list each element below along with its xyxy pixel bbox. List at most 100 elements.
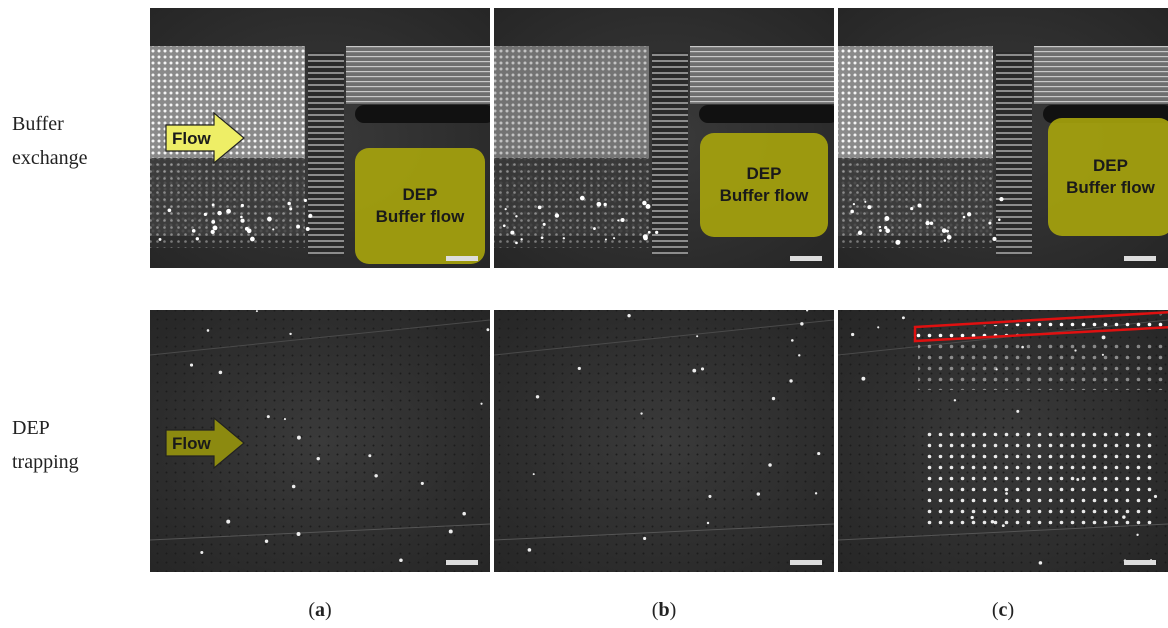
particle bbox=[533, 473, 535, 475]
particle bbox=[895, 240, 900, 245]
particle bbox=[858, 231, 862, 235]
particle bbox=[917, 203, 921, 207]
particle bbox=[204, 213, 207, 216]
particle bbox=[791, 339, 794, 342]
caption: (a) bbox=[308, 599, 331, 621]
particle bbox=[902, 316, 905, 319]
particle bbox=[815, 492, 817, 494]
channels bbox=[652, 52, 688, 257]
particle bbox=[621, 218, 625, 222]
particle bbox=[861, 377, 865, 381]
trapped-cells bbox=[926, 430, 1156, 530]
particle bbox=[297, 436, 301, 440]
particle bbox=[449, 529, 453, 533]
dep-label: Buffer flow bbox=[376, 207, 466, 226]
channels bbox=[996, 52, 1032, 257]
particle bbox=[304, 199, 307, 202]
particle bbox=[240, 216, 243, 219]
particle bbox=[538, 206, 542, 210]
channels bbox=[308, 52, 344, 257]
particle bbox=[617, 219, 619, 221]
particle bbox=[967, 212, 971, 216]
particle bbox=[368, 454, 371, 457]
particle bbox=[944, 239, 947, 242]
particle bbox=[292, 485, 296, 489]
particle bbox=[1016, 410, 1019, 413]
particle bbox=[768, 463, 772, 467]
particle bbox=[284, 418, 286, 420]
slot bbox=[355, 105, 495, 123]
particle bbox=[867, 205, 871, 209]
micrograph bbox=[494, 309, 834, 572]
streaks bbox=[690, 46, 834, 104]
dep-label: DEP bbox=[1093, 156, 1128, 175]
scale-bar bbox=[1124, 560, 1156, 565]
particle bbox=[648, 231, 651, 234]
particle bbox=[800, 322, 803, 325]
particle bbox=[520, 238, 522, 240]
particle bbox=[374, 474, 377, 477]
particle bbox=[217, 211, 222, 216]
particle bbox=[211, 230, 215, 234]
particle bbox=[640, 412, 642, 414]
micrograph bbox=[838, 310, 1168, 572]
particle bbox=[578, 367, 581, 370]
row-label: trapping bbox=[12, 451, 79, 473]
particle bbox=[988, 222, 991, 225]
particle bbox=[250, 237, 255, 242]
figure: Buffer exchange DEP trapping FlowDEPBuff… bbox=[0, 0, 1168, 628]
particle bbox=[1136, 534, 1138, 536]
particle bbox=[910, 207, 913, 210]
particle bbox=[510, 231, 514, 235]
particle bbox=[190, 363, 193, 366]
particle bbox=[462, 512, 466, 516]
particle bbox=[297, 532, 301, 536]
particle bbox=[543, 223, 546, 226]
slot bbox=[699, 105, 839, 123]
particle bbox=[1102, 335, 1106, 339]
caption: (b) bbox=[652, 599, 676, 621]
dep-region bbox=[355, 148, 485, 264]
particle bbox=[265, 540, 268, 543]
caption: (c) bbox=[992, 599, 1014, 621]
flow-label: Flow bbox=[172, 129, 211, 148]
particle bbox=[817, 452, 820, 455]
pillar-array-dim bbox=[494, 158, 649, 248]
row-label: DEP bbox=[12, 417, 50, 439]
page: Buffer exchange DEP trapping FlowDEPBuff… bbox=[0, 0, 1168, 628]
particle bbox=[256, 310, 258, 312]
particle bbox=[879, 229, 882, 232]
particle bbox=[864, 201, 866, 203]
particle bbox=[480, 403, 482, 405]
particle bbox=[884, 226, 887, 229]
particle bbox=[503, 224, 506, 227]
particle bbox=[241, 204, 244, 207]
micrograph: DEP Buffer flow bbox=[838, 8, 1168, 268]
streaks bbox=[1034, 46, 1168, 104]
particle bbox=[884, 216, 889, 221]
particle bbox=[267, 217, 272, 222]
trapped-cells bbox=[918, 340, 1168, 390]
particle bbox=[421, 482, 424, 485]
particle bbox=[992, 237, 996, 241]
particle bbox=[613, 237, 615, 239]
particle bbox=[211, 220, 215, 224]
particle bbox=[207, 329, 210, 332]
caption-letter: b bbox=[658, 599, 669, 621]
scale-bar bbox=[1124, 256, 1156, 261]
particle bbox=[646, 204, 651, 209]
particle bbox=[707, 522, 709, 524]
particle bbox=[850, 210, 854, 214]
particle bbox=[757, 492, 760, 495]
particle bbox=[708, 495, 711, 498]
particle bbox=[226, 209, 231, 214]
particle bbox=[247, 229, 252, 234]
scale-bar bbox=[790, 560, 822, 565]
particle bbox=[289, 207, 292, 210]
particle bbox=[308, 214, 312, 218]
particle bbox=[580, 196, 585, 201]
particle bbox=[643, 537, 646, 540]
dep-label: Buffer flow bbox=[1066, 178, 1156, 197]
particle bbox=[605, 238, 607, 240]
